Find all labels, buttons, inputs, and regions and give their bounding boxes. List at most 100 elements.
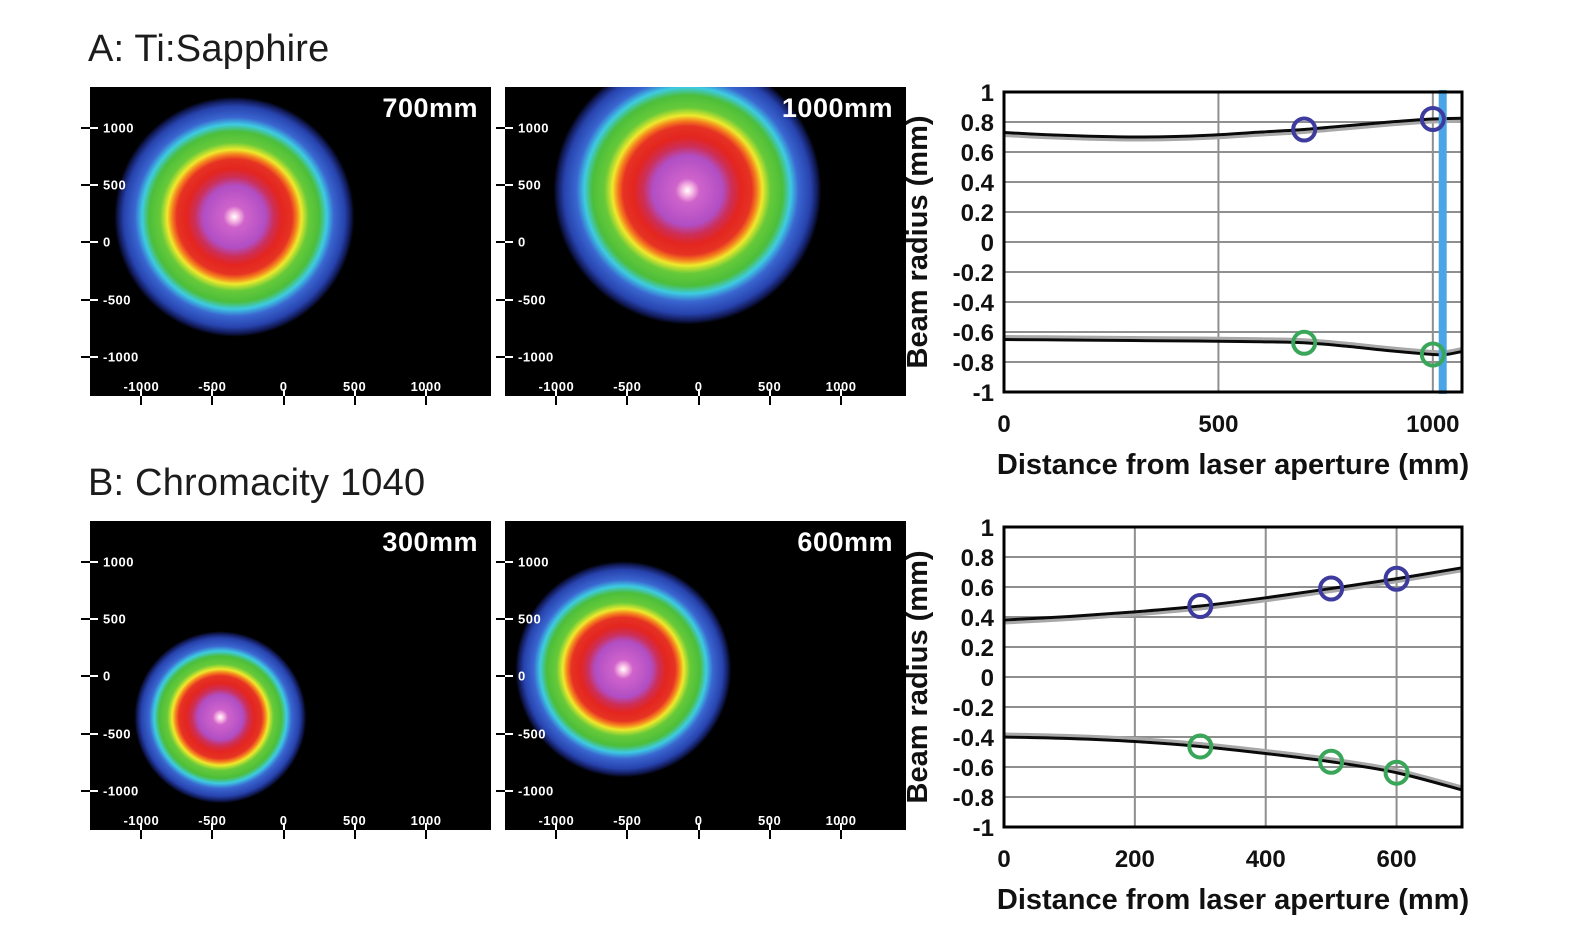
beam-y-tick-mark	[505, 618, 513, 621]
beam-x-tick-mark	[425, 830, 428, 839]
y-tick-label: -0.8	[953, 350, 994, 377]
y-tick-label: -0.6	[953, 320, 994, 347]
fit-curve-shadow	[1003, 335, 1463, 354]
beam-x-tick-mark	[282, 830, 285, 839]
beam-x-tick-label: -1000	[538, 813, 575, 828]
beam-profile-spot	[505, 87, 906, 396]
x-axis-title: Distance from laser aperture (mm)	[997, 449, 1469, 481]
beam-y-tick-mark	[81, 126, 90, 129]
beam-y-tick-label: -500	[518, 292, 547, 308]
x-tick-label: 0	[997, 846, 1010, 873]
beam-y-tick-mark	[81, 560, 90, 563]
beam-x-tick-label: -500	[613, 813, 642, 828]
beam-y-tick-label: -1000	[103, 783, 139, 799]
beam-x-tick-mark	[768, 830, 771, 839]
beam-x-tick-label: 0	[279, 813, 288, 828]
beam-y-tick-mark	[90, 618, 98, 621]
beam-x-tick-mark	[840, 823, 843, 830]
beam-x-tick-mark	[425, 396, 428, 405]
measured-point-marker	[1419, 106, 1446, 132]
y-tick-label: -0.8	[953, 785, 994, 812]
beam-y-tick-mark	[505, 126, 513, 129]
x-tick-label: 500	[1198, 411, 1238, 438]
y-tick-label: -1	[973, 815, 994, 842]
beam-y-tick-mark	[81, 618, 90, 621]
beam-y-tick-label: -1000	[518, 783, 554, 799]
beam-x-tick-label: 500	[758, 379, 782, 394]
beam-y-tick-label: -500	[103, 292, 132, 308]
beam-y-tick-mark	[496, 241, 505, 244]
fit-curve-shadow	[1003, 569, 1463, 625]
fit-curve-shadow	[1003, 732, 1463, 789]
beam-y-tick-label: 500	[103, 177, 127, 193]
beam-x-tick-mark	[282, 389, 285, 396]
beam-y-tick-mark	[81, 790, 90, 793]
beam-x-tick-mark	[211, 830, 214, 839]
beam-y-tick-mark	[90, 732, 98, 735]
y-tick-label: 0.8	[961, 110, 994, 137]
beam-y-tick-mark	[81, 732, 90, 735]
beam-x-tick-mark	[626, 830, 629, 839]
beam-x-tick-label: 0	[279, 379, 288, 394]
beam-x-tick-mark	[555, 396, 558, 405]
x-tick-label: 0	[997, 411, 1010, 438]
beam-y-tick-mark	[496, 298, 505, 301]
measured-point-marker	[1291, 329, 1318, 356]
beam-y-tick-mark	[505, 790, 513, 793]
y-tick-label: -0.4	[953, 290, 995, 317]
beam-x-tick-mark	[353, 830, 356, 839]
beam-x-tick-label: 1000	[825, 813, 857, 828]
beam-x-tick-mark	[697, 823, 700, 830]
fit-curve	[1003, 338, 1463, 357]
y-tick-label: 0.8	[961, 545, 994, 572]
beam-x-tick-mark	[768, 823, 771, 830]
beam-y-tick-mark	[90, 356, 98, 359]
beam-y-tick-mark	[496, 790, 505, 793]
beam-y-tick-label: -500	[103, 726, 132, 742]
beam-y-tick-label: 1000	[103, 554, 134, 570]
beam-y-tick-label: 0	[518, 234, 526, 250]
beam-x-tick-label: 500	[343, 813, 367, 828]
fit-curve-shadow	[1003, 119, 1463, 142]
beam-y-tick-mark	[90, 126, 98, 129]
measured-point-marker	[1383, 759, 1410, 786]
beam-x-tick-mark	[840, 389, 843, 396]
beam-y-tick-label: 0	[103, 668, 111, 684]
measured-point-marker	[1291, 116, 1318, 143]
beam-y-tick-mark	[496, 618, 505, 621]
beam-y-tick-label: -500	[518, 726, 547, 742]
beam-y-tick-mark	[81, 675, 90, 678]
fit-curve	[1003, 566, 1463, 622]
beam-y-tick-label: 1000	[518, 554, 549, 570]
y-tick-label: 0.2	[961, 200, 994, 227]
beam-y-tick-label: 1000	[103, 120, 134, 136]
beam-x-tick-mark	[697, 389, 700, 396]
beam-x-tick-label: 1000	[825, 379, 857, 394]
beam-x-tick-mark	[211, 389, 214, 396]
x-tick-label: 200	[1115, 846, 1155, 873]
distance-label: 300mm	[382, 527, 478, 557]
beam-x-tick-mark	[626, 823, 629, 830]
beam-y-tick-mark	[496, 184, 505, 187]
beam-profile-spot	[90, 521, 491, 830]
beam-profile-spot	[90, 87, 491, 396]
y-tick-label: 0	[981, 230, 994, 257]
beam-y-tick-mark	[496, 560, 505, 563]
y-tick-label: 0.6	[961, 575, 994, 602]
beam-x-tick-mark	[211, 396, 214, 405]
beam-x-tick-mark	[555, 823, 558, 830]
y-tick-label: -0.2	[953, 695, 994, 722]
beam-y-tick-mark	[90, 560, 98, 563]
y-tick-label: -0.6	[953, 755, 994, 782]
plot-frame	[1002, 525, 1464, 829]
y-tick-label: 0.4	[961, 605, 995, 632]
beam-x-tick-label: -500	[198, 813, 227, 828]
beam-y-tick-mark	[505, 356, 513, 359]
beam-y-tick-mark	[505, 184, 513, 187]
fit-curve	[1003, 116, 1463, 139]
beam-x-tick-mark	[840, 830, 843, 839]
beam-y-tick-label: -1000	[103, 349, 139, 365]
beam-radius-chart-a: 10.80.60.40.20-0.2-0.4-0.6-0.8-10 500 1000…	[902, 80, 1469, 481]
beam-image-b-300mm: 300mm 1000 500 0 -500 -1000 -1000 -500 0 500 1000	[81, 521, 491, 839]
measured-point-marker	[1383, 565, 1410, 592]
